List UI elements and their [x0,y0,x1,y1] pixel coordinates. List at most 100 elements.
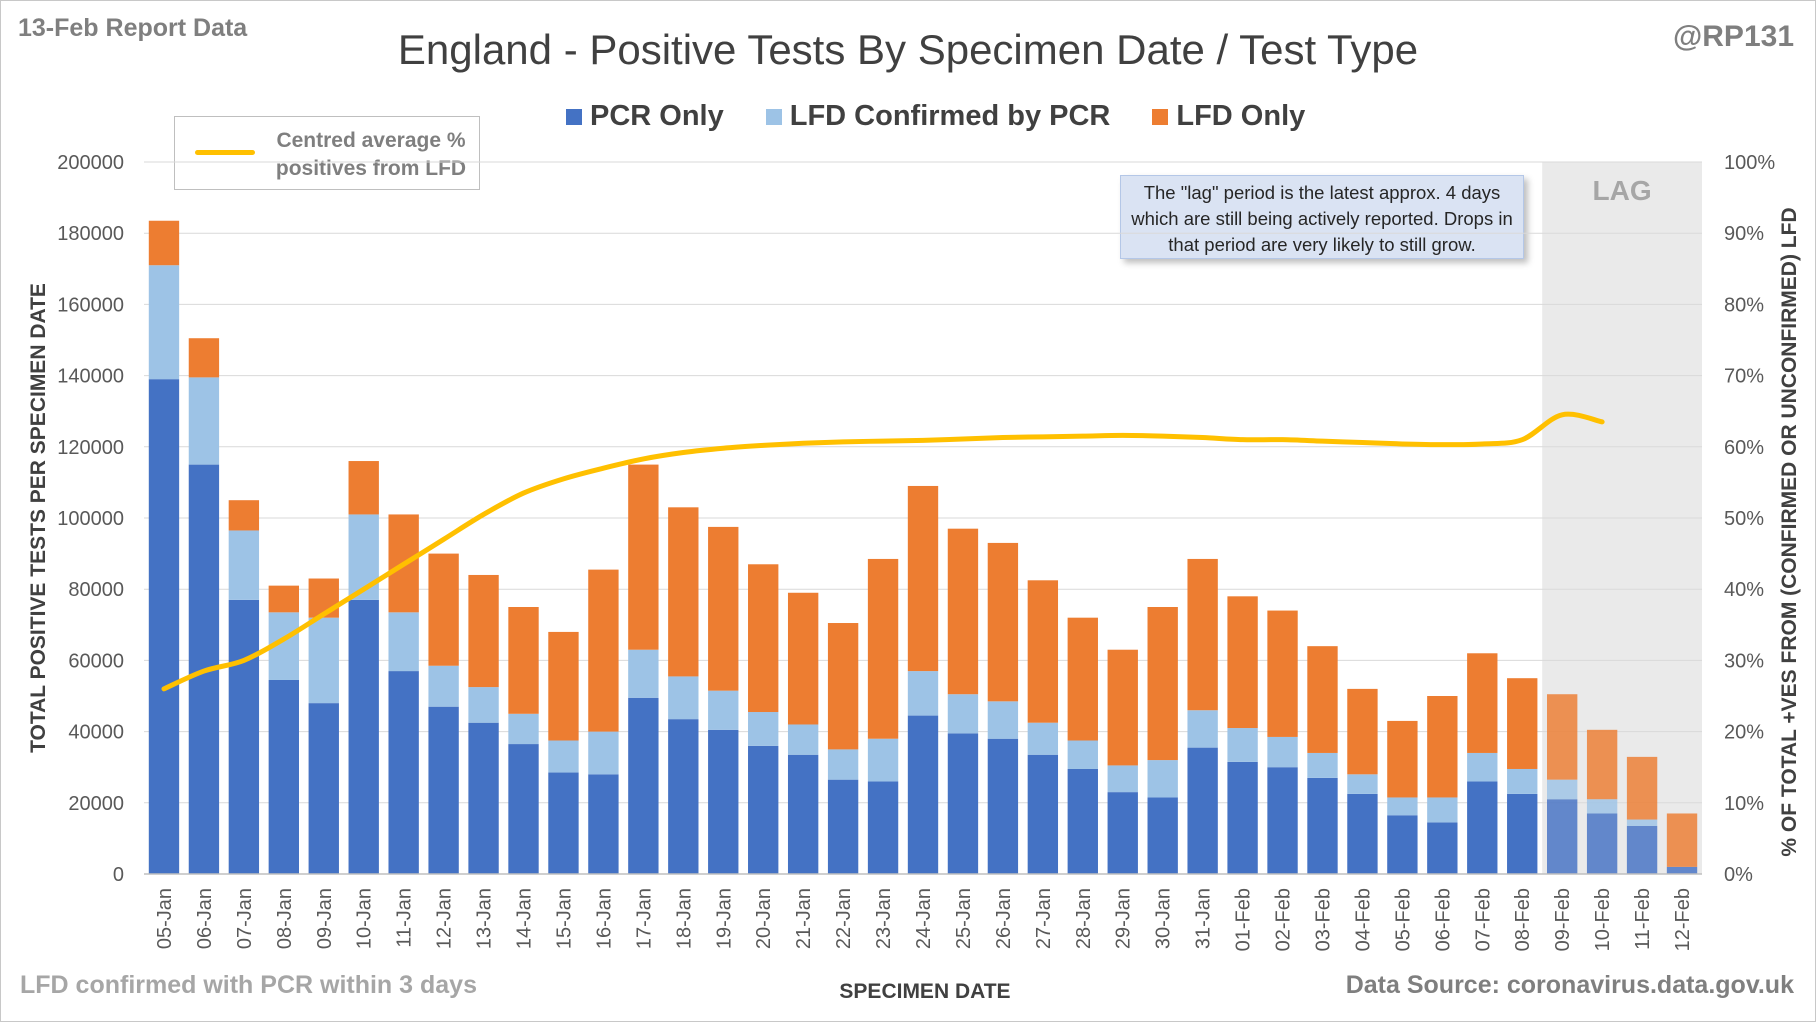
x-tick-label: 04-Feb [1352,888,1374,951]
y2-tick-label: 100% [1724,152,1775,174]
bar-segment-s1 [708,690,739,730]
bar-segment-s0 [867,781,899,874]
bar-segment-s2 [1427,696,1458,798]
bar-segment-s0 [1666,866,1698,874]
x-tick-label: 02-Feb [1273,888,1295,951]
bar-segment-s2 [348,461,379,515]
bar-segment-s2 [748,564,779,713]
bar-segment-s1 [468,687,499,723]
bar-segment-s2 [428,553,459,666]
bar-segment-s0 [548,772,579,874]
x-tick-label: 14-Jan [514,888,536,949]
bar-segment-s0 [508,744,539,874]
bar-segment-s1 [1507,768,1538,794]
x-tick-label: 22-Jan [833,888,855,949]
bar-segment-s2 [1307,646,1338,753]
x-tick-label: 05-Jan [154,888,176,949]
lag-note-box: The "lag" period is the latest approx. 4… [1120,175,1524,259]
x-tick-label: 16-Jan [593,888,615,949]
bar-segment-s0 [1227,761,1258,874]
author-handle: @RP131 [1673,20,1794,53]
bar-segment-s0 [1347,793,1378,874]
bar-segment-s0 [1546,799,1578,874]
x-tick-label: 05-Feb [1392,888,1414,951]
chart-title: England - Positive Tests By Specimen Dat… [397,26,1419,73]
bar-segment-s2 [907,485,939,672]
bar-segment-s2 [188,338,220,378]
bar-segment-s1 [1027,722,1059,755]
footnote-lfd-confirmation: LFD confirmed with PCR within 3 days [20,971,477,999]
y2-tick-label: 70% [1724,366,1764,388]
y2-tick-label: 10% [1724,793,1764,815]
y2-tick-label: 60% [1724,437,1764,459]
bar-segment-s0 [588,774,619,874]
x-tick-label: 30-Jan [1153,888,1175,949]
bar-segment-s1 [987,701,1019,739]
x-tick-label: 20-Jan [753,888,775,949]
bar-segment-s1 [1187,710,1218,748]
bar-segment-s2 [1666,813,1698,867]
bar-segment-s0 [228,599,260,874]
bar-segment-s2 [827,623,859,750]
bar-segment-s1 [1427,797,1458,823]
x-tick-label: 23-Jan [873,888,895,949]
bar-segment-s0 [668,719,699,874]
bar-segment-s0 [1586,813,1618,874]
bar-segment-s2 [1027,580,1059,723]
x-axis-title: SPECIMEN DATE [839,980,1010,1003]
bar-segment-s2 [1067,617,1098,741]
bar-segment-s2 [268,585,300,613]
bar-segment-s1 [907,671,939,716]
bar-segment-s1 [867,738,899,782]
bar-segment-s2 [508,607,539,714]
chart-legend: PCR Only LFD Confirmed by PCR LFD Only [566,100,1305,133]
x-tick-label: 17-Jan [633,888,655,949]
bar-segment-s2 [668,507,699,677]
bar-segment-s1 [188,377,220,465]
bar-segment-s1 [1267,736,1298,768]
bar-segment-s2 [1107,649,1138,766]
bar-segment-s1 [428,665,459,707]
x-tick-label: 06-Feb [1432,888,1454,951]
bar-segment-s1 [1307,752,1338,778]
bar-segment-s1 [308,617,339,704]
bar-segment-s2 [1586,729,1618,800]
bar-segment-s0 [1267,767,1298,874]
bar-segment-s1 [1107,765,1138,793]
bar-segment-s0 [987,738,1019,874]
x-tick-label: 01-Feb [1233,888,1255,951]
x-tick-label: 12-Jan [434,888,456,949]
legend-entry-lfd-confirmed: LFD Confirmed by PCR [765,100,1110,133]
x-tick-label: 11-Jan [394,888,416,948]
x-tick-label: 18-Jan [673,888,695,949]
x-tick-label: 13-Jan [474,888,496,949]
bar-segment-s2 [1467,653,1498,753]
bar-segment-s2 [867,558,899,739]
bar-segment-s0 [308,703,339,874]
bar-segment-s1 [668,676,699,720]
bar-segment-s1 [508,713,539,745]
bar-segment-s0 [268,679,300,874]
average-line-legend: Centred average % positives from LFD [174,116,480,190]
x-tick-label: 31-Jan [1193,888,1215,949]
bar-segment-s2 [987,542,1019,702]
bar-segment-s0 [428,706,459,874]
x-tick-label: 08-Jan [274,888,296,949]
bar-segment-s1 [1227,728,1258,762]
x-tick-label: 08-Feb [1512,888,1534,951]
y-tick-label: 120000 [57,437,124,459]
y-tick-label: 60000 [68,650,124,672]
average-line-legend-label: Centred average % positives from LFD [275,129,467,180]
average-line-swatch [195,150,255,155]
x-tick-label: 09-Feb [1552,888,1574,951]
bar-segment-s2 [308,578,339,618]
x-tick-label: 10-Feb [1592,888,1614,951]
x-tick-label: 25-Jan [953,888,975,949]
legend-label-pcr-only: PCR Only [590,100,724,132]
y-tick-label: 20000 [68,793,124,815]
legend-entry-lfd-only: LFD Only [1152,100,1305,133]
y2-axis-title: % OF TOTAL +VES FROM (CONFIRMED OR UNCON… [1778,207,1801,856]
bar-segment-s2 [1546,694,1578,780]
bar-segment-s0 [348,599,379,874]
